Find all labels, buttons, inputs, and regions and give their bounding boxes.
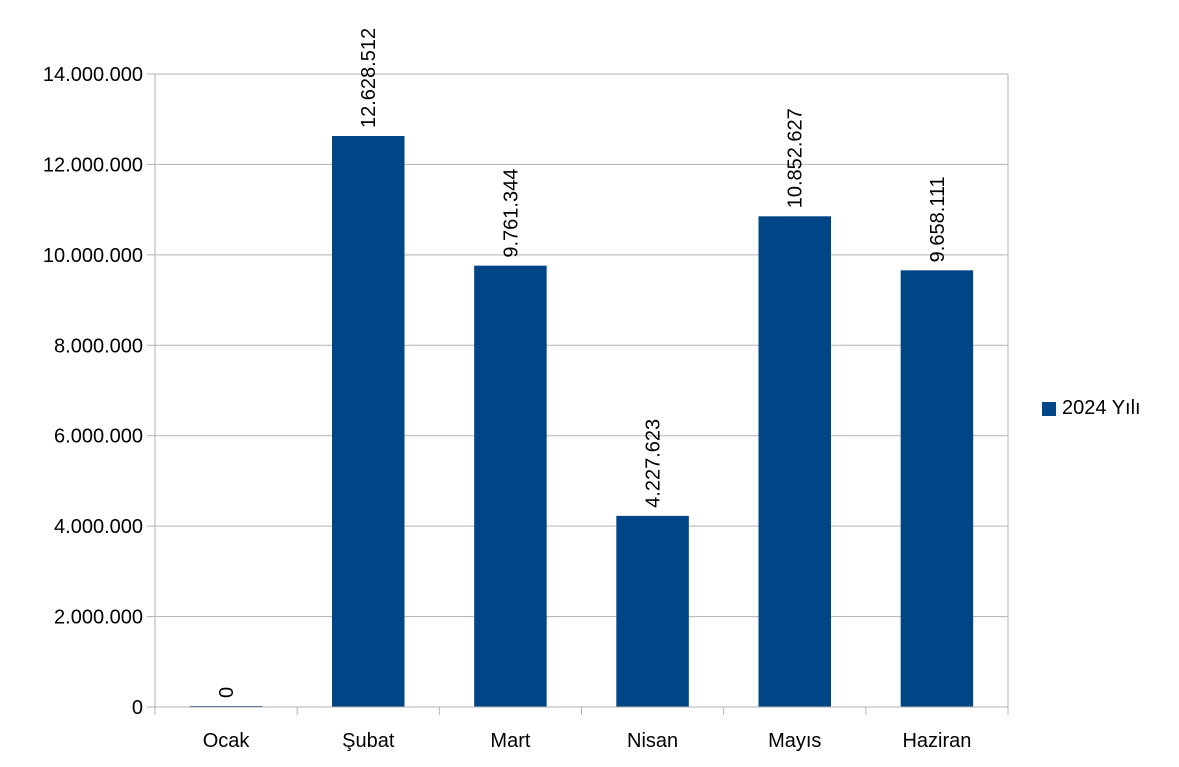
y-tick-label: 0: [132, 697, 143, 719]
data-label: 9.658.111: [927, 176, 949, 262]
data-label: 4.227.623: [643, 419, 665, 508]
legend-swatch: [1042, 401, 1056, 416]
y-tick-label: 8.000.000: [54, 335, 143, 357]
gridlines: [155, 73, 1008, 708]
data-label: 10.852.627: [785, 108, 807, 208]
y-tick-label: 2.000.000: [54, 607, 143, 629]
x-tick-label: Ocak: [203, 730, 251, 752]
bar: [331, 136, 405, 707]
legend: 2024 Yılı: [1042, 397, 1141, 420]
data-label: 12.628.512: [358, 28, 380, 128]
x-tick-label: Mayıs: [768, 730, 821, 752]
bar: [616, 515, 689, 707]
y-tick-label: 4.000.000: [54, 516, 143, 538]
y-tick-label: 12.000.000: [43, 154, 143, 176]
data-label: 9.761.344: [500, 169, 522, 258]
x-tick-label: Şubat: [342, 730, 395, 752]
x-tick-label: Mart: [490, 730, 530, 752]
bar: [900, 270, 974, 707]
data-label: 0: [216, 687, 238, 698]
legend-label: 2024 Yılı: [1062, 397, 1141, 419]
bars: [189, 136, 974, 708]
axes: 0 2.000.000 4.000.000 6.000.000 8.000.000 10.…: [43, 64, 1009, 752]
y-tick-label: 10.000.000: [43, 245, 143, 267]
bar: [758, 216, 832, 708]
x-tick-label: Nisan: [627, 730, 678, 752]
data-labels: 0 12.628.512 9.761.344 4.227.623 10.852.627 9…: [216, 28, 949, 698]
y-tick-label: 6.000.000: [54, 426, 143, 448]
y-tick-label: 14.000.000: [43, 64, 143, 86]
bar: [474, 265, 547, 707]
x-tick-label: Haziran: [902, 730, 971, 752]
